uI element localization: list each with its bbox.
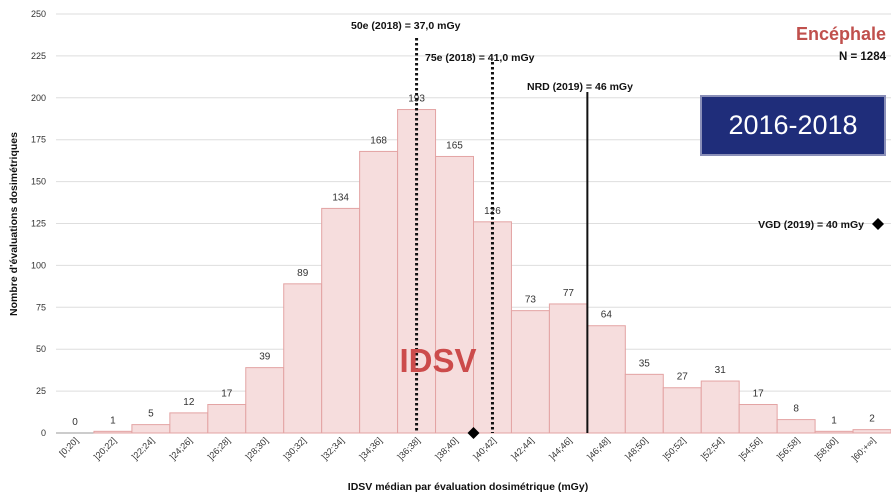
reference-lines: 50e (2018) = 37,0 mGy 75e (2018) = 41,0 m… xyxy=(351,20,884,439)
bar xyxy=(435,155,474,434)
data-label: 165 xyxy=(446,140,463,151)
reference-line-label: 75e (2018) = 41,0 mGy xyxy=(425,52,535,64)
x-tick-label: ]24;26] xyxy=(168,435,195,462)
y-tick-label: 75 xyxy=(36,302,46,312)
vgd-marker xyxy=(467,427,480,439)
x-tick-label: ]38;40] xyxy=(433,435,460,462)
y-tick-label: 0 xyxy=(41,428,46,438)
y-tick-label: 200 xyxy=(31,93,46,103)
y-tick-label: 100 xyxy=(31,260,46,270)
bar xyxy=(93,430,133,434)
y-axis-title: Nombre d'évaluations dosimétriques xyxy=(8,132,20,316)
bar xyxy=(662,387,702,434)
x-tick-label: ]36;38] xyxy=(395,435,422,462)
x-tick-label: ]52;54] xyxy=(699,435,726,462)
bar xyxy=(359,150,399,434)
data-label: 5 xyxy=(148,409,154,420)
x-tick-label: ]20;22] xyxy=(92,435,119,462)
x-axis-title: IDSV médian par évaluation dosimétrique … xyxy=(348,481,588,493)
bar xyxy=(321,207,361,434)
vgd-legend-marker xyxy=(872,218,884,230)
data-label: 1 xyxy=(831,415,837,426)
x-tick-label: ]26;28] xyxy=(206,435,233,462)
x-tick-label: ]34;36] xyxy=(357,435,384,462)
data-label: 126 xyxy=(484,206,501,217)
bar xyxy=(624,373,664,434)
x-tick-label: ]42;44] xyxy=(509,435,536,462)
vgd-label: VGD (2019) = 40 mGy xyxy=(758,219,864,231)
reference-line-label: NRD (2019) = 46 mGy xyxy=(527,81,633,93)
bar xyxy=(852,429,891,434)
data-label: 64 xyxy=(601,310,613,321)
x-tick-label: ]60;+∞] xyxy=(850,435,878,463)
bar xyxy=(586,325,626,434)
y-tick-label: 25 xyxy=(36,386,46,396)
bar xyxy=(738,404,778,434)
bar xyxy=(776,419,816,434)
bar xyxy=(207,404,247,434)
data-label: 89 xyxy=(297,268,309,279)
data-label: 35 xyxy=(639,358,651,369)
y-tick-labels: 0 25 50 75 100 125 150 175 200 225 250 xyxy=(31,9,46,438)
data-label: 134 xyxy=(332,192,349,203)
x-tick-label: [0;20] xyxy=(57,435,80,458)
sample-size: N = 1284 xyxy=(839,51,887,63)
data-label: 1 xyxy=(110,415,116,426)
y-tick-label: 175 xyxy=(31,135,46,145)
data-label: 27 xyxy=(677,372,689,383)
x-tick-label: ]22;24] xyxy=(130,435,157,462)
bar xyxy=(169,412,209,434)
x-tick-label: ]32;34] xyxy=(320,435,347,462)
x-tick-label: ]50;52] xyxy=(661,435,688,462)
x-tick-label: ]56;58] xyxy=(775,435,802,462)
y-tick-label: 225 xyxy=(31,51,46,61)
x-tick-label: ]48;50] xyxy=(623,435,650,462)
data-labels: 0151217398913416819316512673776435273117… xyxy=(72,94,875,428)
x-tick-labels: [0;20] ]20;22] ]22;24] ]24;26] ]26;28] ]28;30… xyxy=(57,435,877,463)
data-label: 8 xyxy=(793,404,799,415)
bar xyxy=(510,310,550,434)
data-label: 77 xyxy=(563,288,575,299)
bar xyxy=(814,430,854,434)
data-label: 0 xyxy=(72,417,78,428)
x-tick-label: ]46;48] xyxy=(585,435,612,462)
x-tick-label: ]44;46] xyxy=(547,435,574,462)
period-badge: 2016-2018 xyxy=(700,95,886,156)
data-label: 168 xyxy=(370,135,387,146)
data-label: 17 xyxy=(753,389,765,400)
y-tick-label: 150 xyxy=(31,177,46,187)
data-label: 12 xyxy=(183,397,195,408)
x-tick-label: ]28;30] xyxy=(244,435,271,462)
data-label: 17 xyxy=(221,389,233,400)
idsv-watermark: IDSV xyxy=(399,342,476,379)
data-label: 31 xyxy=(715,365,727,376)
bar xyxy=(245,367,285,434)
y-tick-label: 50 xyxy=(36,344,46,354)
bar xyxy=(700,380,740,434)
x-tick-label: ]30;32] xyxy=(282,435,309,462)
x-tick-label: ]54;56] xyxy=(737,435,764,462)
data-label: 39 xyxy=(259,352,271,363)
bar xyxy=(131,424,171,434)
bar xyxy=(283,283,323,434)
x-tick-label: ]40;42] xyxy=(471,435,498,462)
data-label: 73 xyxy=(525,295,537,306)
x-tick-label: ]58;60] xyxy=(813,435,840,462)
bar xyxy=(548,303,588,434)
reference-line-label: 50e (2018) = 37,0 mGy xyxy=(351,20,461,32)
y-tick-label: 125 xyxy=(31,219,46,229)
y-tick-label: 250 xyxy=(31,9,46,19)
data-label: 2 xyxy=(869,414,875,425)
chart-title: Encéphale xyxy=(796,24,886,44)
